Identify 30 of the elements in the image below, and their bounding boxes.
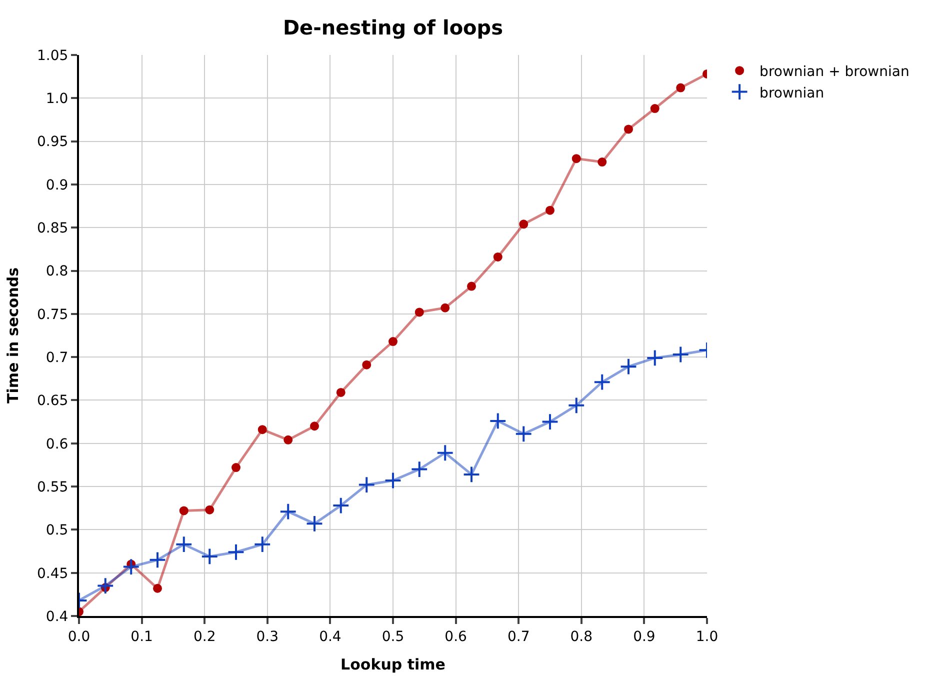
x-tick-label: 0.7 xyxy=(507,628,530,645)
x-tick-label: 0.2 xyxy=(193,628,216,645)
x-tick-label: 1.0 xyxy=(696,628,718,645)
x-tick-label: 0.6 xyxy=(444,628,468,645)
legend-label: brownian xyxy=(760,85,824,102)
y-tick-label: 0.9 xyxy=(46,177,68,194)
y-axis-title: Time in seconds xyxy=(4,267,22,404)
y-tick-label: 0.4 xyxy=(46,608,68,625)
x-axis-title: Lookup time xyxy=(340,655,446,674)
legend-label: brownian + brownian xyxy=(760,64,910,80)
y-tick-label: 0.6 xyxy=(46,436,68,452)
x-tick-label: 0.8 xyxy=(570,628,593,645)
y-tick-label: 0.65 xyxy=(37,393,68,410)
y-tick-label: 0.7 xyxy=(46,350,68,366)
x-tick-label: 0.9 xyxy=(633,628,656,645)
x-tick-label: 0.4 xyxy=(319,628,342,645)
y-tick-label: 0.8 xyxy=(46,264,68,280)
y-tick-label: 0.45 xyxy=(37,566,68,582)
x-tick-label: 0.1 xyxy=(130,628,153,645)
x-tick-label: 0.5 xyxy=(382,628,404,645)
y-tick-label: 0.5 xyxy=(46,522,68,539)
y-tick-label: 0.85 xyxy=(37,220,68,237)
y-tick-label: 0.95 xyxy=(37,134,68,150)
y-tick-label: 0.75 xyxy=(37,306,68,323)
y-tick-label: 0.55 xyxy=(37,479,68,496)
y-tick-label: 1.05 xyxy=(37,48,68,64)
chart-title: De-nesting of loops xyxy=(282,15,504,40)
y-tick-label: 1.0 xyxy=(46,91,68,108)
x-tick-label: 0.3 xyxy=(256,628,279,645)
x-tick-label: 0.0 xyxy=(68,628,90,645)
